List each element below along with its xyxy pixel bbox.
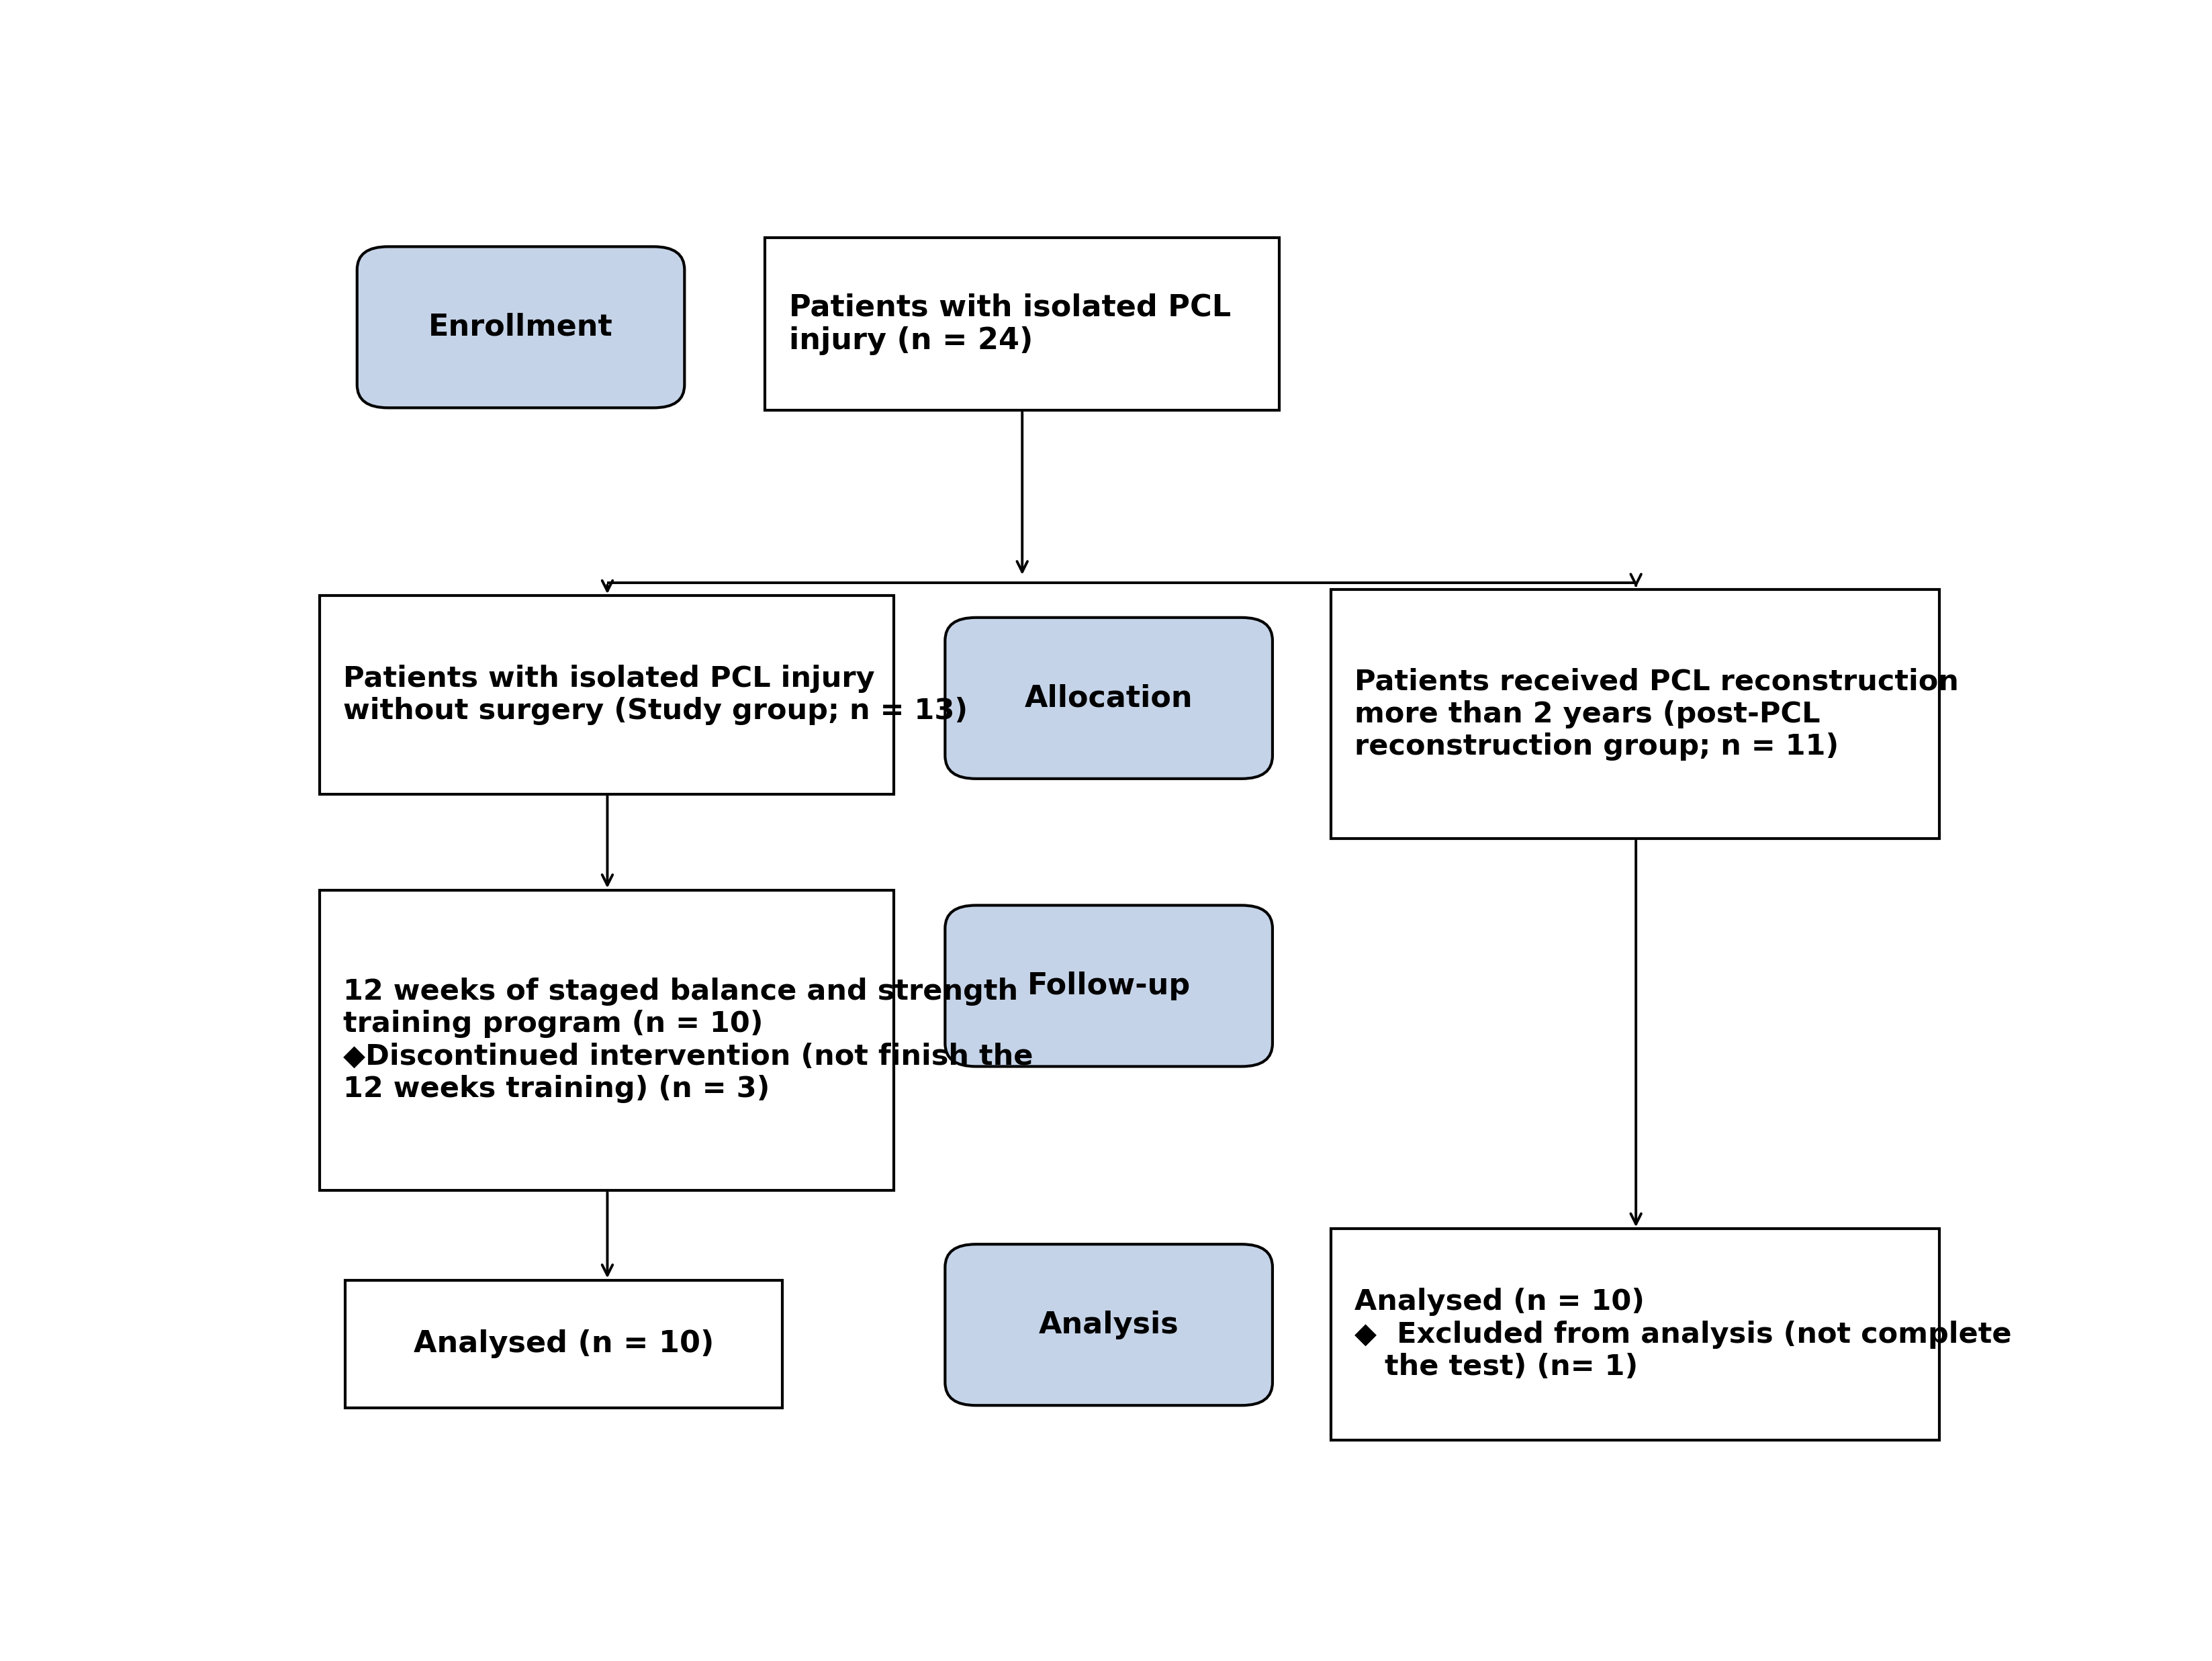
FancyBboxPatch shape: [945, 1244, 1272, 1405]
FancyBboxPatch shape: [345, 1281, 783, 1409]
FancyBboxPatch shape: [319, 596, 894, 794]
FancyBboxPatch shape: [1332, 590, 1940, 839]
Text: Enrollment: Enrollment: [429, 312, 613, 342]
Text: Analysed (n = 10)
◆  Excluded from analysis (not complete
   the test) (n= 1): Analysed (n = 10) ◆ Excluded from analys…: [1354, 1287, 2013, 1382]
Text: Allocation: Allocation: [1024, 684, 1192, 713]
FancyBboxPatch shape: [945, 905, 1272, 1066]
Text: Patients with isolated PCL injury
without surgery (Study group; n = 13): Patients with isolated PCL injury withou…: [343, 664, 969, 726]
FancyBboxPatch shape: [356, 246, 684, 409]
Text: Patients with isolated PCL
injury (n = 24): Patients with isolated PCL injury (n = 2…: [790, 292, 1232, 355]
Text: Analysis: Analysis: [1040, 1311, 1179, 1339]
FancyBboxPatch shape: [765, 238, 1279, 410]
FancyBboxPatch shape: [945, 618, 1272, 779]
Text: 12 weeks of staged balance and strength
training program (n = 10)
◆Discontinued : 12 weeks of staged balance and strength …: [343, 977, 1033, 1103]
FancyBboxPatch shape: [1332, 1229, 1940, 1440]
Text: Analysed (n = 10): Analysed (n = 10): [414, 1329, 714, 1359]
Text: Patients received PCL reconstruction
more than 2 years (post-PCL
reconstruction : Patients received PCL reconstruction mor…: [1354, 668, 1960, 761]
FancyBboxPatch shape: [319, 890, 894, 1191]
Text: Follow-up: Follow-up: [1026, 972, 1190, 1000]
